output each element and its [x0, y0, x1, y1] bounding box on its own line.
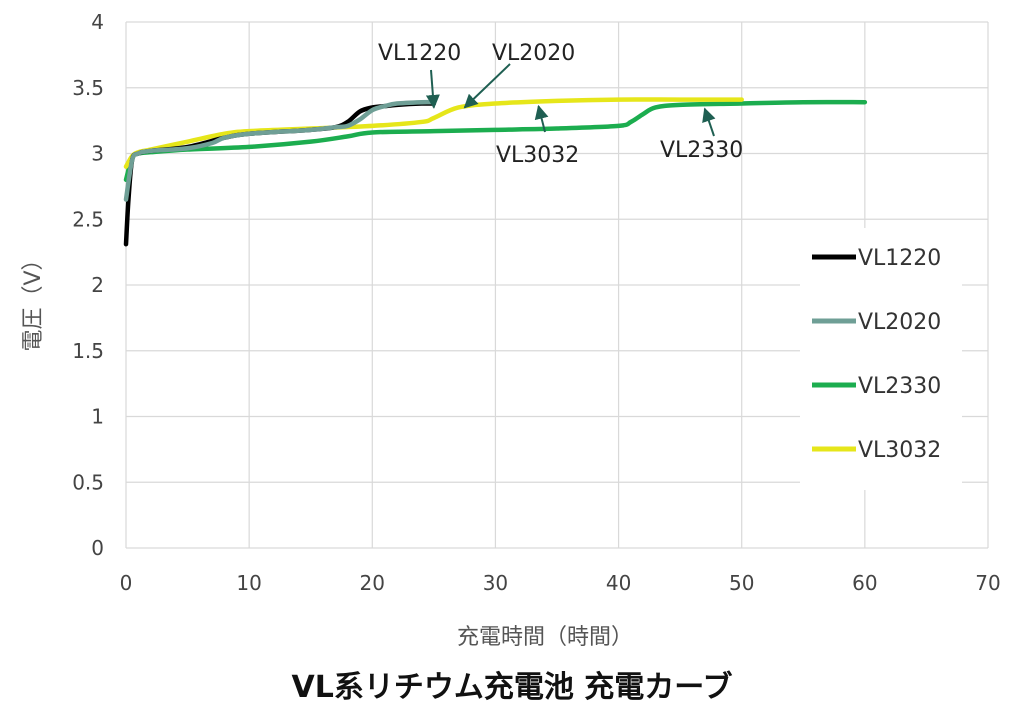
y-axis-ticks: 0 0.5 1 1.5 2 2.5 3 3.5 4 — [72, 10, 104, 560]
callout-annotations: VL1220 VL2020 VL3032 VL2330 — [378, 41, 743, 168]
y-tick-label: 2 — [91, 273, 104, 297]
charge-curve-chart: 0 0.5 1 1.5 2 2.5 3 3.5 4 0 10 20 30 40 50 60 70 VL1220… — [21, 10, 1001, 650]
callout-label: VL2330 — [660, 138, 743, 163]
series-lines — [123, 97, 868, 247]
callout-arrow — [702, 107, 716, 137]
y-tick-label: 0 — [91, 536, 104, 560]
legend-label: VL3032 — [858, 438, 941, 463]
x-tick-label: 40 — [606, 571, 631, 595]
y-tick-label: 3 — [91, 142, 104, 166]
y-axis-label: 電圧（V） — [21, 248, 46, 351]
x-axis-ticks: 0 10 20 30 40 50 60 70 — [120, 571, 1001, 595]
legend-label: VL2020 — [858, 310, 941, 335]
callout-arrow — [534, 104, 549, 133]
x-tick-label: 20 — [360, 571, 385, 595]
x-tick-label: 60 — [852, 571, 877, 595]
y-tick-label: 4 — [91, 10, 104, 34]
x-tick-label: 0 — [120, 571, 133, 595]
series-line-vl2020 — [123, 99, 437, 202]
y-tick-label: 1.5 — [72, 339, 104, 363]
y-tick-label: 1 — [91, 405, 104, 429]
chart-title: VL系リチウム充電池 充電カーブ — [291, 670, 733, 705]
x-tick-label: 30 — [483, 571, 508, 595]
y-tick-label: 0.5 — [72, 470, 104, 494]
legend-box — [800, 228, 962, 490]
callout-label: VL1220 — [378, 41, 461, 66]
y-tick-label: 2.5 — [72, 207, 104, 231]
callout-label: VL3032 — [496, 143, 579, 168]
x-axis-label: 充電時間（時間） — [457, 625, 633, 650]
legend-label: VL1220 — [858, 246, 941, 271]
legend-label: VL2330 — [858, 374, 941, 399]
callout-label: VL2020 — [492, 41, 575, 66]
x-tick-label: 50 — [729, 571, 754, 595]
x-tick-label: 10 — [236, 571, 261, 595]
y-tick-label: 3.5 — [72, 76, 104, 100]
legend: VL1220 VL2020 VL2330 VL3032 — [800, 228, 962, 490]
callout-arrow — [463, 63, 511, 109]
x-tick-label: 70 — [975, 571, 1000, 595]
callout-arrow — [425, 69, 440, 109]
